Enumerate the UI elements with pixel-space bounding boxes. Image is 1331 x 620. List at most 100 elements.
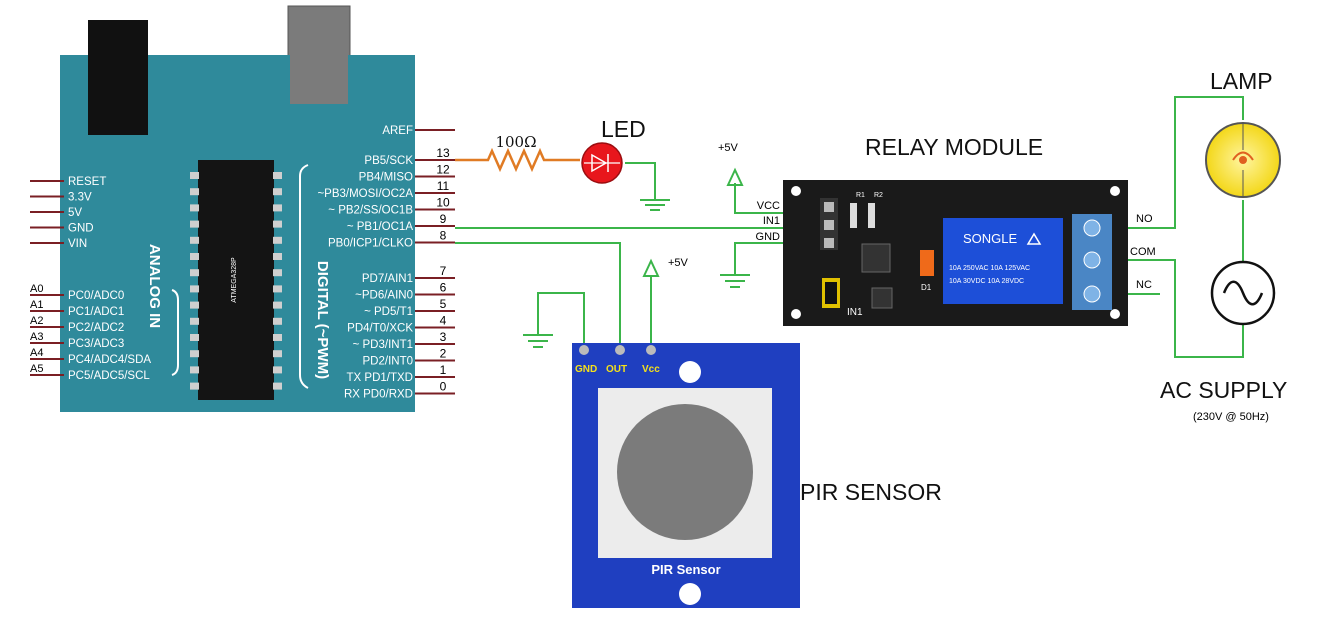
vcc-arrow-relay [726,167,744,186]
relay-component [943,218,1063,304]
resistor: 100Ω [455,133,580,173]
digital-pin-number: 8 [440,229,447,243]
pir-pin-gnd: GND [575,364,597,375]
digital-pin-number: 2 [440,347,447,361]
digital-pin-name: RX PD0/RXD [344,389,413,401]
digital-pin-number: 7 [440,264,447,278]
chip-pin [273,382,282,390]
chip-pin [273,236,282,244]
pir-sensor: GND OUT Vcc PIR Sensor PIR SENSOR [572,343,942,608]
wire-pir-gnd [537,292,585,346]
digital-pin-name: ~PD6/AIN0 [355,290,413,302]
chip-pin [190,236,199,244]
chip-pin [190,204,199,212]
analog-pin-id: A4 [30,347,43,359]
digital-pin-name: ~ PD5/T1 [364,306,413,318]
pir-board-label: PIR Sensor [651,562,720,577]
analog-in-title: ANALOG IN [146,244,163,328]
chip-pin [190,301,199,309]
digital-pin-name: ~PB3/MOSI/OC2A [317,188,413,200]
digital-pin-number: 5 [440,297,447,311]
wire-com-ac [1128,259,1244,358]
analog-pin-id: A0 [30,283,43,295]
chip-pin [273,204,282,212]
vcc-label-pir: +5V [668,257,689,269]
power-pin-label: 5V [68,207,82,219]
pir-title: PIR SENSOR [800,479,942,505]
digital-pin-name: TX PD1/TXD [347,372,413,384]
wire-pin8-pir-out [455,242,621,346]
digital-pin-number: 3 [440,330,447,344]
chip-pin [190,269,199,277]
resistor-label: 100Ω [495,133,536,151]
chip-pin [190,220,199,228]
chip-pin [190,334,199,341]
vcc-label-relay: +5V [718,142,739,154]
digital-pin-number: 0 [440,380,447,394]
chip-pin [190,172,199,179]
relay-d1-label: D1 [921,283,932,292]
digital-pin-number: 4 [440,314,447,328]
digital-pin-number: 9 [440,212,447,226]
relay-pin-gnd: GND [756,231,781,243]
analog-pin-id: A3 [30,331,43,343]
analog-pin-name: PC0/ADC0 [68,290,124,302]
wire-relay-vcc [734,183,786,214]
relay-in1-label: IN1 [847,307,863,318]
wire-no-lamp [1128,96,1244,229]
relay-pin-in1: IN1 [763,215,780,227]
relay-r1-label: R1 [856,192,865,199]
relay-pin-com: COM [1130,246,1156,258]
digital-pin-number: 13 [436,146,450,160]
analog-pin-name: PC2/ADC2 [68,322,124,334]
chip-pin [273,334,282,341]
relay-pin-nc: NC [1136,279,1152,291]
power-pin-label: GND [68,223,94,235]
chip-pin [190,317,199,325]
chip-pin [273,350,282,358]
pir-pin-vcc: Vcc [642,364,660,375]
relay-pin-vcc: VCC [757,200,780,212]
ground-symbols [523,199,750,348]
digital-pin-number: 12 [436,163,450,177]
digital-pin-name: ~ PD3/INT1 [353,339,413,351]
wires [455,96,1244,358]
analog-pin-name: PC5/ADC5/SCL [68,370,150,382]
ac-sublabel: (230V @ 50Hz) [1193,411,1269,423]
wire-relay-gnd [734,242,786,275]
arduino-board: ATMEGA328P ANALOG IN DIGITAL (~PWM) AREF… [30,5,455,412]
analog-pin-name: PC3/ADC3 [68,338,124,350]
digital-pin-name: PB5/SCK [364,155,413,167]
chip-pin [273,285,282,293]
power-pin-label: 3.3V [68,192,92,204]
digital-title: DIGITAL (~PWM) [314,261,331,379]
analog-pin-id: A5 [30,363,43,375]
chip-pin [273,220,282,228]
chip-pin [273,188,282,196]
relay-title: RELAY MODULE [865,134,1043,160]
digital-pin-number: 6 [440,281,447,295]
relay-rating-1: 10A 250VAC 10A 125VAC [949,265,1030,272]
digital-pin-name: PD7/AIN1 [362,273,413,285]
digital-pin-number: 10 [436,196,450,210]
chip-pin [190,253,199,260]
chip-pin [273,301,282,309]
chip-pin [273,269,282,277]
relay-r2-label: R2 [874,192,883,199]
analog-pin-name: PC1/ADC1 [68,306,124,318]
aref-label: AREF [382,125,413,137]
chip-pin [273,172,282,179]
analog-pin-id: A2 [30,315,43,327]
digital-pin-number: 11 [437,179,450,193]
ac-label: AC SUPPLY [1160,377,1287,403]
chip-pin [190,188,199,196]
relay-rating-2: 10A 30VDC 10A 28VDC [949,278,1024,285]
digital-pin-name: PB0/ICP1/CLKO [328,238,413,250]
chip-pin [190,382,199,390]
wire-led-gnd [625,162,656,200]
digital-pin-name: ~ PB2/SS/OC1B [328,205,413,217]
chip-pin [273,317,282,325]
relay-brand: SONGLE [963,231,1018,246]
analog-pin-id: A1 [30,299,43,311]
